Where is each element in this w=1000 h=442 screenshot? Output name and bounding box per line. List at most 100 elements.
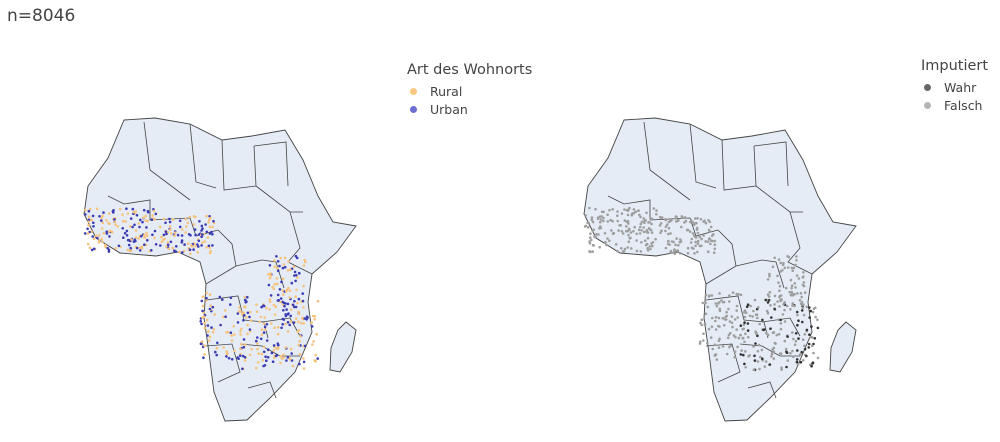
map-point — [143, 236, 146, 239]
map-point — [800, 309, 804, 312]
map-point — [273, 265, 277, 269]
legend-item-falsch[interactable]: Falsch — [921, 96, 988, 114]
africa-map-residence-type[interactable] — [0, 0, 400, 442]
map-point — [94, 234, 98, 238]
map-point — [138, 249, 142, 252]
map-point — [226, 330, 230, 334]
map-point — [627, 233, 630, 237]
map-point — [803, 291, 807, 294]
map-point — [215, 353, 218, 357]
map-point — [759, 355, 762, 359]
map-point — [606, 220, 610, 223]
map-point — [142, 216, 145, 219]
map-point — [169, 240, 173, 244]
map-point — [791, 349, 794, 353]
map-point — [197, 245, 200, 248]
map-point — [769, 304, 772, 307]
map-point — [146, 239, 149, 242]
map-point — [652, 207, 656, 210]
map-point — [286, 302, 290, 306]
map-point — [792, 266, 796, 270]
map-point — [265, 323, 269, 326]
map-point — [302, 284, 305, 288]
map-point — [779, 327, 783, 331]
map-point — [616, 219, 619, 223]
map-point — [602, 210, 605, 214]
africa-map-imputed[interactable] — [500, 0, 900, 442]
map-point — [632, 208, 636, 211]
map-point — [153, 217, 156, 221]
map-point — [691, 221, 695, 224]
map-point — [105, 219, 108, 222]
map-point — [713, 239, 717, 243]
map-point — [699, 218, 703, 221]
map-point — [163, 237, 166, 241]
map-point — [638, 232, 642, 235]
map-point — [285, 288, 289, 292]
legend-item-urban[interactable]: Urban — [407, 100, 532, 118]
legend-marker-urban — [410, 105, 417, 113]
map-point — [122, 236, 125, 239]
legend-item-rural[interactable]: Rural — [407, 82, 532, 100]
map-point — [789, 352, 792, 355]
map-point — [314, 353, 317, 357]
map-point — [275, 266, 279, 270]
legend-item-wahr[interactable]: Wahr — [921, 78, 988, 96]
map-point — [796, 363, 800, 366]
map-point — [102, 211, 105, 214]
map-point — [713, 243, 717, 246]
map-point — [795, 358, 799, 361]
map-point — [144, 214, 148, 218]
map-point — [672, 240, 675, 244]
map-point — [626, 213, 630, 217]
map-point — [616, 210, 619, 213]
map-point — [796, 313, 799, 317]
map-point — [731, 291, 735, 294]
map-point — [269, 274, 273, 278]
map-point — [97, 234, 101, 237]
map-point — [706, 305, 710, 309]
map-point — [282, 309, 285, 312]
legend-label-rural: Rural — [430, 83, 463, 99]
map-point — [795, 310, 799, 314]
map-point — [246, 323, 249, 327]
map-point — [267, 273, 270, 276]
map-point — [96, 236, 99, 240]
map-point — [725, 352, 729, 356]
map-point — [803, 333, 807, 336]
map-point — [273, 313, 277, 316]
map-point — [227, 356, 231, 360]
map-point — [201, 316, 204, 319]
map-point — [709, 225, 713, 229]
map-point — [287, 286, 290, 290]
map-point — [140, 245, 144, 249]
map-point — [125, 234, 129, 237]
map-point — [637, 209, 640, 212]
map-point — [238, 306, 241, 309]
map-point — [236, 321, 240, 324]
map-point — [211, 233, 214, 236]
map-point — [756, 316, 759, 320]
map-point — [785, 365, 788, 369]
map-point — [597, 233, 600, 236]
map-point — [802, 275, 805, 278]
map-point — [710, 325, 714, 329]
map-point — [744, 350, 747, 353]
map-point — [635, 232, 638, 236]
map-point — [273, 259, 276, 262]
map-point — [790, 266, 794, 270]
map-point — [704, 221, 708, 225]
map-point — [91, 214, 95, 218]
map-point — [647, 221, 650, 224]
map-point — [587, 221, 590, 225]
map-point — [611, 232, 615, 235]
map-point — [194, 233, 197, 237]
map-point — [757, 343, 761, 347]
map-point — [711, 347, 714, 351]
map-point — [766, 301, 770, 304]
map-point — [791, 294, 795, 297]
map-point — [310, 325, 314, 328]
map-point — [772, 357, 776, 360]
map-point — [288, 296, 292, 299]
map-point — [784, 347, 788, 351]
